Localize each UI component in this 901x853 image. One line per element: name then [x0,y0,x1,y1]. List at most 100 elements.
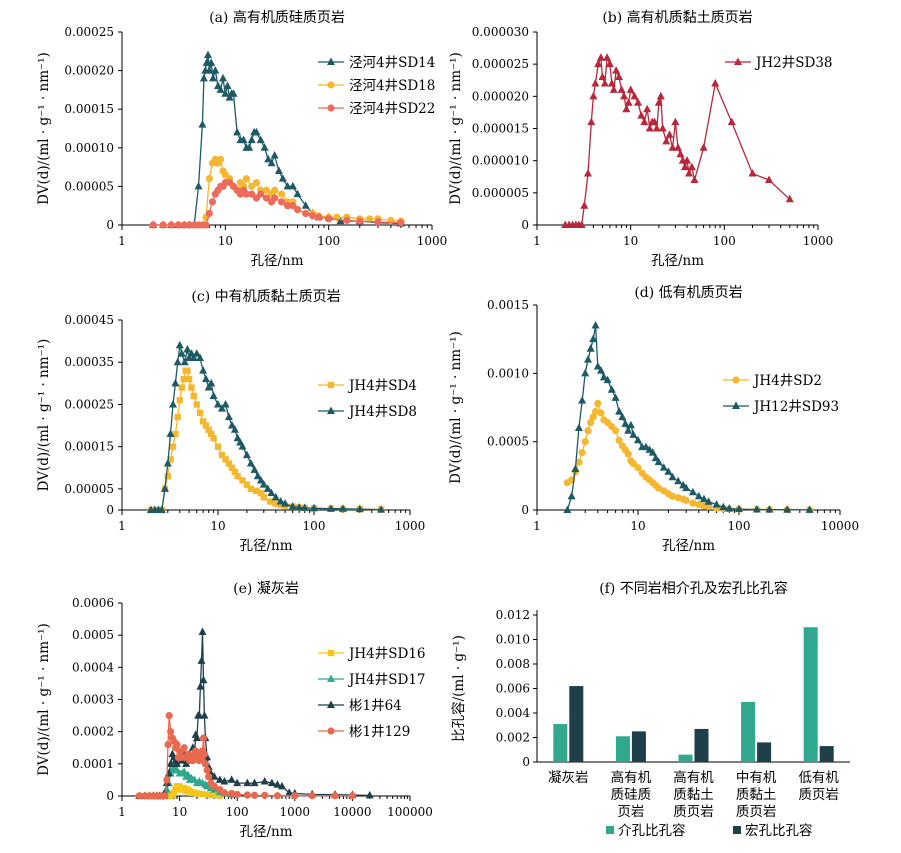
data-point [293,205,302,214]
data-point [587,418,595,427]
data-point [228,421,237,429]
data-point [250,778,259,787]
data-point [662,136,671,145]
y-tick-label: 0 [521,503,529,517]
data-point [243,481,251,488]
data-point [180,357,189,366]
y-tick-label: 0.0004 [72,660,114,674]
x-tick-label: 1000 [803,234,834,248]
data-point [668,143,677,151]
y-tick-label: 0.00005 [64,179,114,193]
data-point [309,212,317,220]
data-point [210,782,218,790]
legend-marker [327,57,335,65]
data-point [135,792,143,800]
x-tick-label: 1000 [417,234,448,248]
legend-label: 泾河4井SD22 [349,101,435,117]
data-point [210,772,219,780]
y-tick-label: 0.010 [496,633,530,647]
data-point [650,117,659,126]
data-point [596,366,605,374]
data-point [262,194,271,202]
data-point [682,496,690,505]
data-point [193,790,201,797]
data-point [239,135,248,144]
data-point [217,155,225,163]
data-point [246,459,255,467]
chart-title: (f) 不同岩相介孔及宏孔比孔容 [599,580,788,597]
category-label: 质页岩 [798,787,839,803]
data-point [264,154,273,163]
data-point [167,221,175,229]
data-point [575,458,583,466]
data-point [205,66,214,74]
data-point [271,194,279,202]
legend-entry: 介孔比孔容 [606,822,686,839]
data-point [326,504,335,512]
data-point [204,50,213,59]
x-tick-label: 10 [623,234,638,248]
data-point [600,78,609,87]
panel-d: (d) 低有机质页岩 0 0.0005 0.0010 0.0015 1 10 100 10000… [448,285,859,554]
data-point [263,484,272,492]
data-point [205,426,212,433]
data-point [196,682,205,690]
y-axis-label: DV(d)/(ml · g⁻¹ · nm⁻¹) [36,52,52,205]
data-point [229,89,238,97]
data-point [172,759,181,767]
data-point [278,174,287,182]
data-point [205,209,213,218]
data-point [242,175,251,183]
data-point [195,711,204,719]
data-point [207,791,215,798]
data-point [348,792,356,800]
data-point [180,375,187,383]
series-2 [146,340,386,513]
data-point [272,500,279,507]
data-point [587,117,596,126]
data-point [207,58,216,66]
legend-label: 泾河4井SD14 [349,55,435,71]
legend-marker [327,649,335,657]
legend-marker [327,406,335,414]
data-point [634,98,643,106]
data-point [202,221,210,229]
x-axis-label: 孔径/nm [662,538,715,554]
data-point [727,117,736,126]
data-point [221,399,230,408]
data-point [173,357,182,366]
data-point [256,475,265,484]
data-point [355,504,364,513]
bar [803,627,818,762]
bar [631,731,646,762]
y-tick-label: 0.000030 [472,25,529,39]
data-point [597,409,605,417]
data-point [618,412,627,421]
y-axis-label: DV(d)/(ml · g⁻¹ · nm⁻¹) [448,331,464,484]
bar [741,701,756,762]
data-point [199,366,208,374]
category-label: 页岩 [617,804,644,820]
panel-f: (f) 不同岩相介孔及宏孔比孔容 0 0.002 0.004 0.006 0.008 0.0… [450,580,850,839]
series-2 [149,155,405,229]
category-label: 低有机 [798,770,839,786]
data-point [188,384,195,391]
data-point [233,790,241,798]
data-point [223,81,232,90]
y-tick-label: 0.00015 [64,440,114,454]
data-point [180,784,188,792]
data-point [220,789,229,797]
series-3 [149,178,405,229]
data-point [278,781,287,790]
data-point [250,465,259,473]
data-point [563,505,572,513]
data-point [589,91,598,100]
x-tick-label: 100 [713,234,736,248]
data-point [581,438,589,446]
data-point [377,505,386,513]
data-point [243,778,252,787]
data-point [192,733,201,742]
bar [615,736,630,762]
data-point [712,500,721,508]
x-tick-label: 10000 [821,519,859,533]
